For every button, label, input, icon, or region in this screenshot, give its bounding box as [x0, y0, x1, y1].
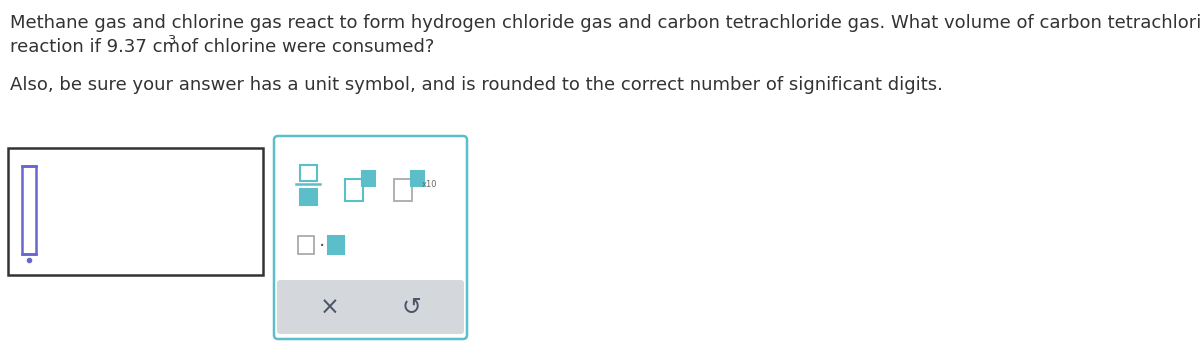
Bar [300, 165, 317, 181]
FancyBboxPatch shape [277, 280, 464, 334]
Bar [346, 179, 364, 201]
Bar [410, 170, 424, 186]
Text: x10: x10 [422, 179, 438, 188]
Bar [394, 179, 412, 201]
Bar [328, 236, 344, 254]
Text: Also, be sure your answer has a unit symbol, and is rounded to the correct numbe: Also, be sure your answer has a unit sym… [10, 76, 943, 94]
Bar [298, 236, 314, 254]
Text: reaction if 9.37 cm: reaction if 9.37 cm [10, 38, 180, 56]
Text: ×: × [320, 295, 340, 320]
Text: 3: 3 [167, 34, 175, 47]
Text: of chlorine were consumed?: of chlorine were consumed? [175, 38, 434, 56]
Bar [22, 166, 36, 254]
Bar [361, 170, 374, 186]
Bar [8, 148, 263, 275]
Text: Methane gas and chlorine gas react to form hydrogen chloride gas and carbon tetr: Methane gas and chlorine gas react to fo… [10, 14, 1200, 32]
Bar [300, 189, 317, 205]
Text: ·: · [319, 237, 325, 255]
FancyBboxPatch shape [274, 136, 467, 339]
Text: ↺: ↺ [401, 295, 421, 320]
